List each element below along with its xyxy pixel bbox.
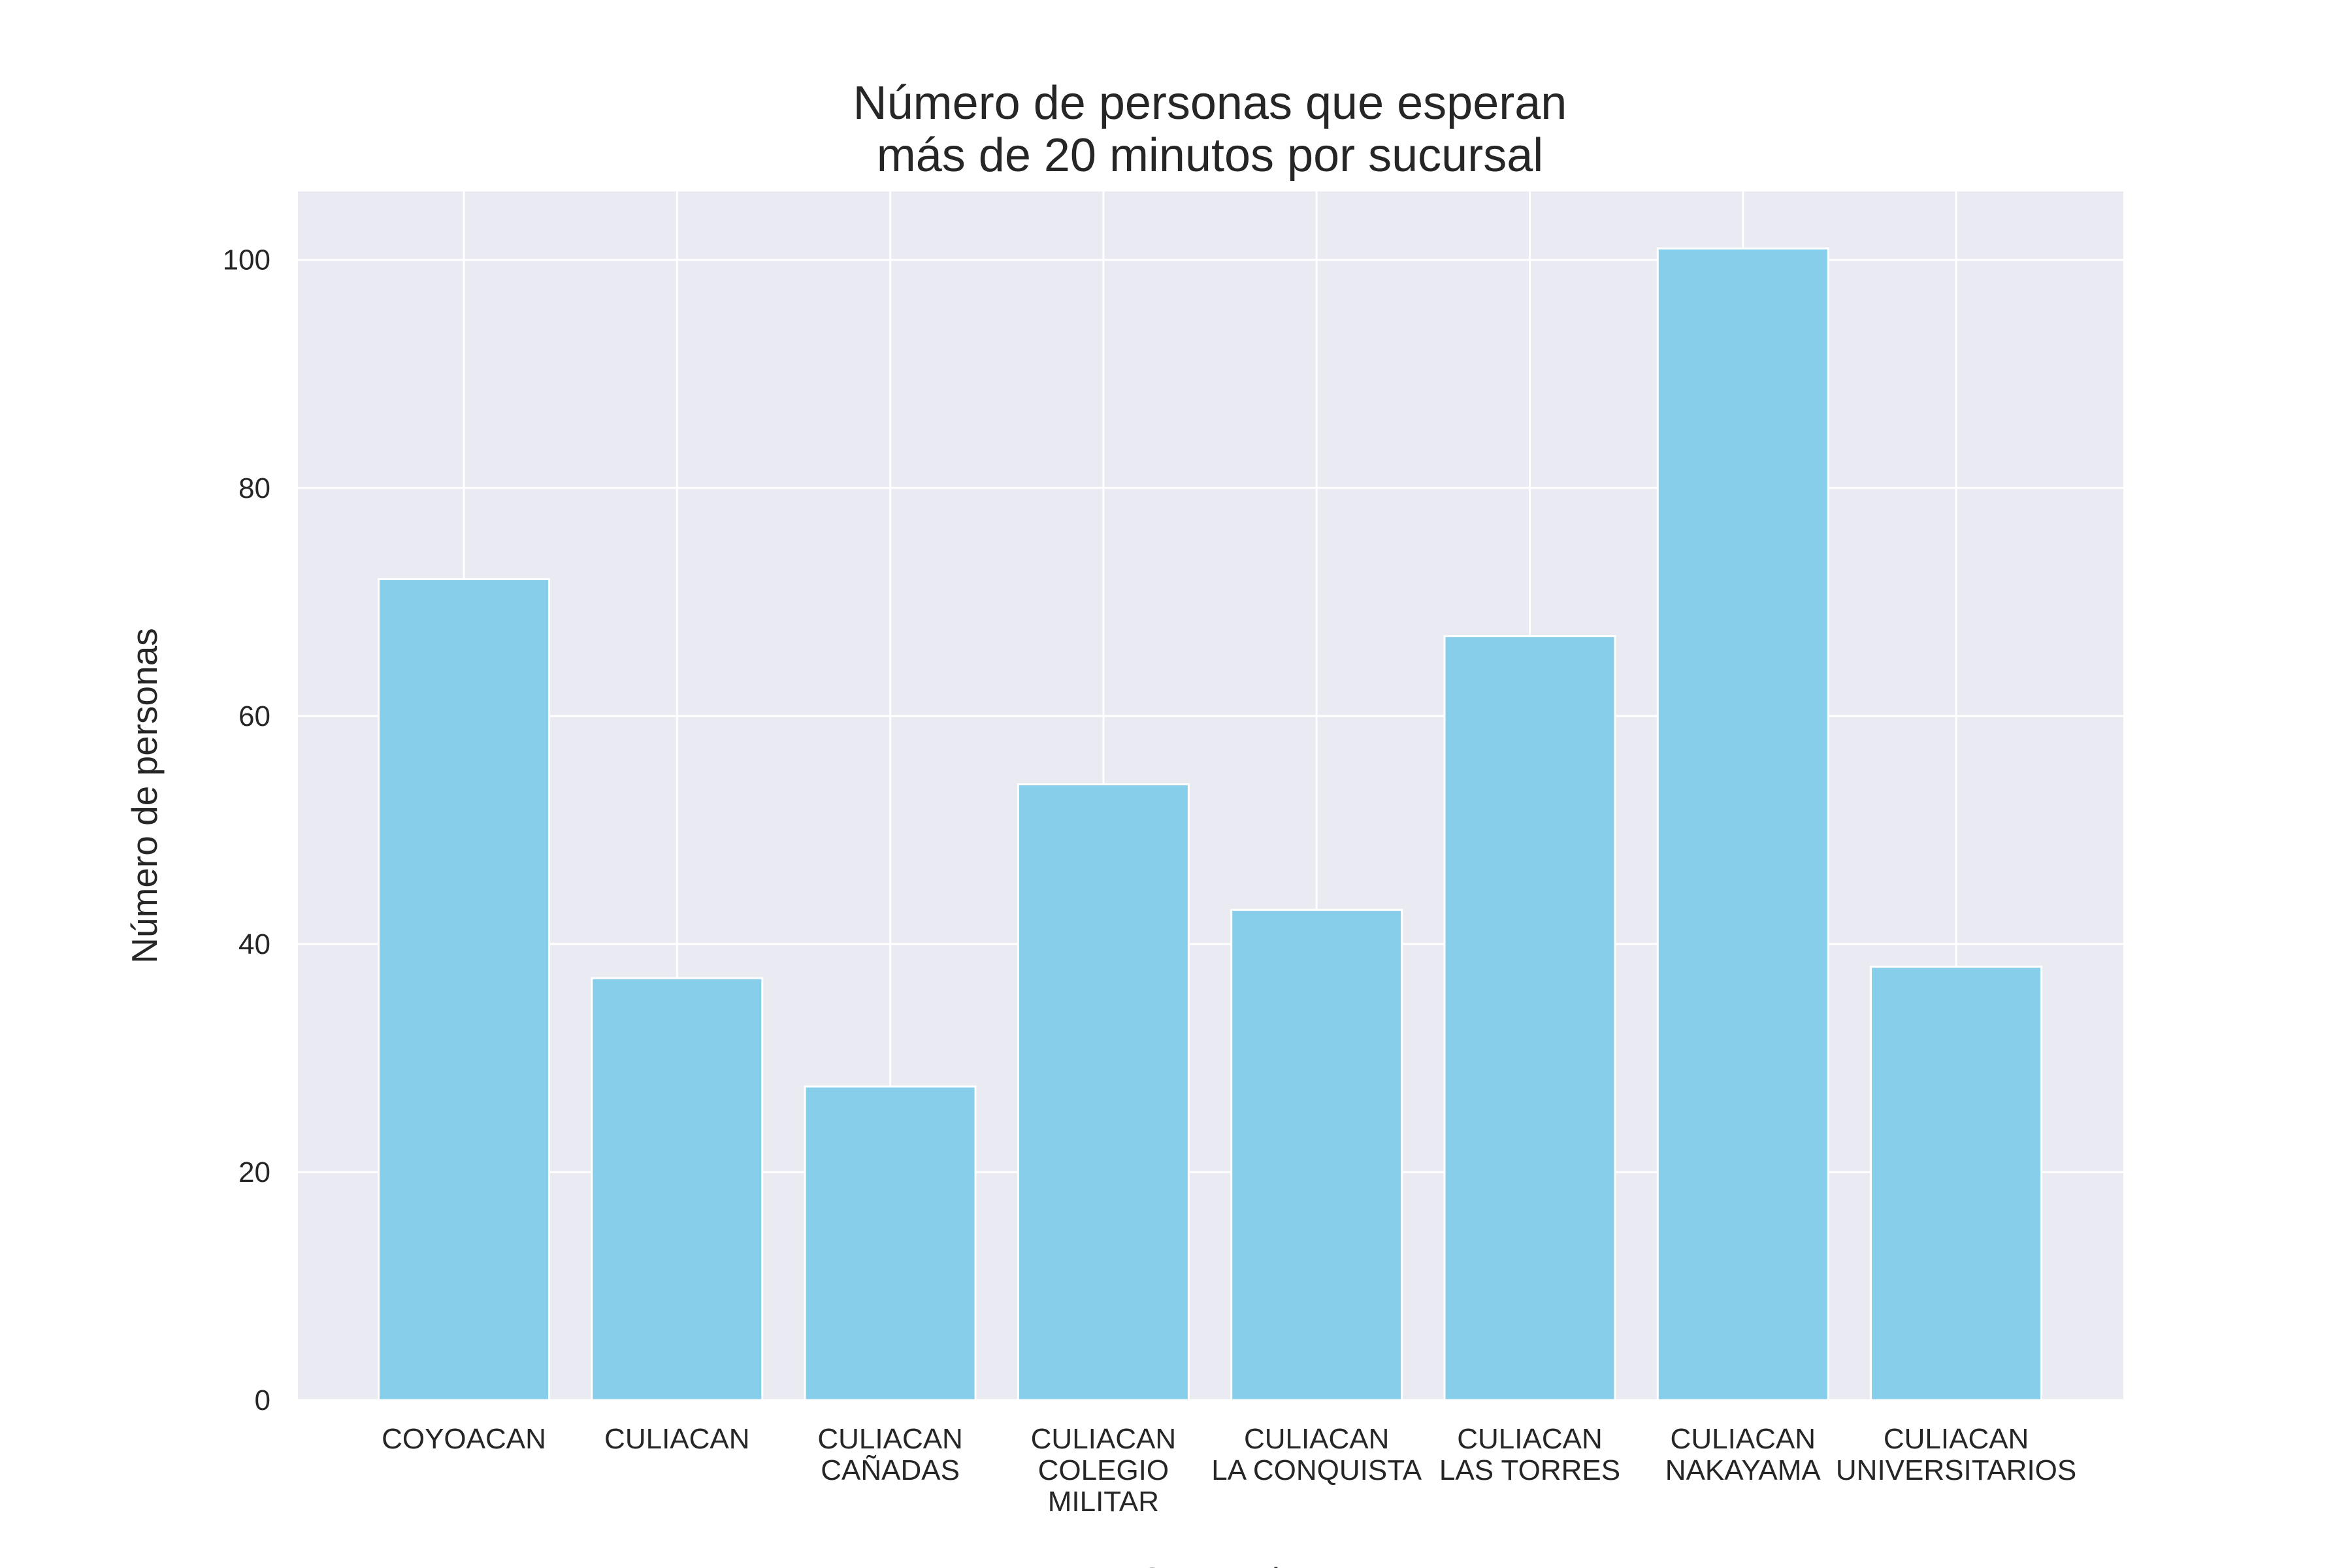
y-tick-label: 80 — [238, 472, 270, 504]
x-tick-label: LAS TORRES — [1439, 1454, 1620, 1486]
bar — [1443, 635, 1616, 1401]
y-tick-labels: 0 20 40 60 80 100 — [223, 244, 270, 1416]
x-axis-label: Sucursal — [1140, 1560, 1280, 1568]
y-tick-label: 40 — [238, 928, 270, 960]
x-tick-label: CULIACAN — [604, 1423, 750, 1455]
y-tick-label: 20 — [238, 1156, 270, 1188]
bar — [378, 578, 550, 1401]
y-tick-label: 100 — [223, 244, 270, 276]
x-tick-label: UNIVERSITARIOS — [1836, 1454, 2076, 1486]
x-tick-labels: COYOACAN CULIACAN CULIACANCAÑADASCULIACANC… — [382, 1423, 2076, 1518]
x-tick-label: CULIACAN — [1031, 1423, 1177, 1455]
y-tick-label: 60 — [238, 700, 270, 732]
bar — [1656, 247, 1829, 1401]
y-axis-label: Número de personas — [124, 628, 165, 964]
x-tick-label: CAÑADAS — [821, 1454, 960, 1486]
y-tick-label: 0 — [255, 1384, 270, 1416]
bar — [1230, 909, 1403, 1401]
x-tick-label: CULIACAN — [817, 1423, 963, 1455]
bar — [591, 977, 764, 1401]
x-tick-label: CULIACAN — [1884, 1423, 2029, 1455]
x-tick-label: COYOACAN — [382, 1423, 546, 1455]
x-tick-label: CULIACAN — [1244, 1423, 1390, 1455]
plot-area — [298, 191, 2123, 1400]
x-tick-label: CULIACAN — [1457, 1423, 1603, 1455]
bars — [378, 247, 2043, 1401]
bar — [1017, 783, 1190, 1401]
bar — [804, 1085, 977, 1401]
x-tick-label: CULIACAN — [1671, 1423, 1816, 1455]
x-tick-label: COLEGIO — [1038, 1454, 1169, 1486]
chart-title-line-2: más de 20 minutos por sucursal — [877, 129, 1543, 182]
chart-title-line-1: Número de personas que esperan — [853, 77, 1567, 129]
x-tick-label: LA CONQUISTA — [1211, 1454, 1422, 1486]
x-tick-label: MILITAR — [1048, 1486, 1159, 1518]
bar — [1870, 966, 2043, 1401]
x-tick-label: NAKAYAMA — [1665, 1454, 1821, 1486]
